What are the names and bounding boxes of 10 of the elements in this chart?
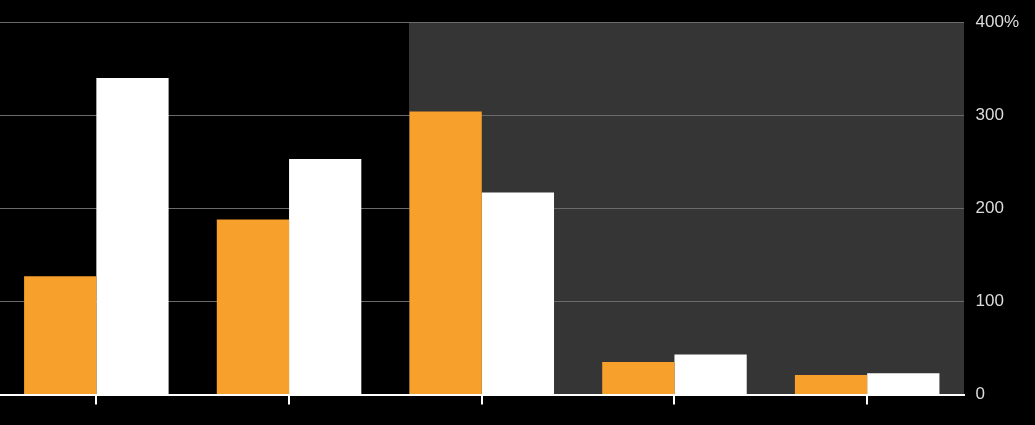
y-tick-label: 100 — [975, 291, 1004, 311]
bar — [602, 362, 675, 395]
y-tick-label: 200 — [975, 198, 1004, 218]
y-tick-label: 300 — [975, 104, 1004, 124]
bar — [24, 276, 97, 395]
y-tick-label: 0 — [975, 384, 985, 404]
bar — [794, 375, 868, 395]
bar — [216, 219, 290, 395]
y-tick-label: 400% — [975, 11, 1019, 31]
bar — [409, 111, 482, 395]
